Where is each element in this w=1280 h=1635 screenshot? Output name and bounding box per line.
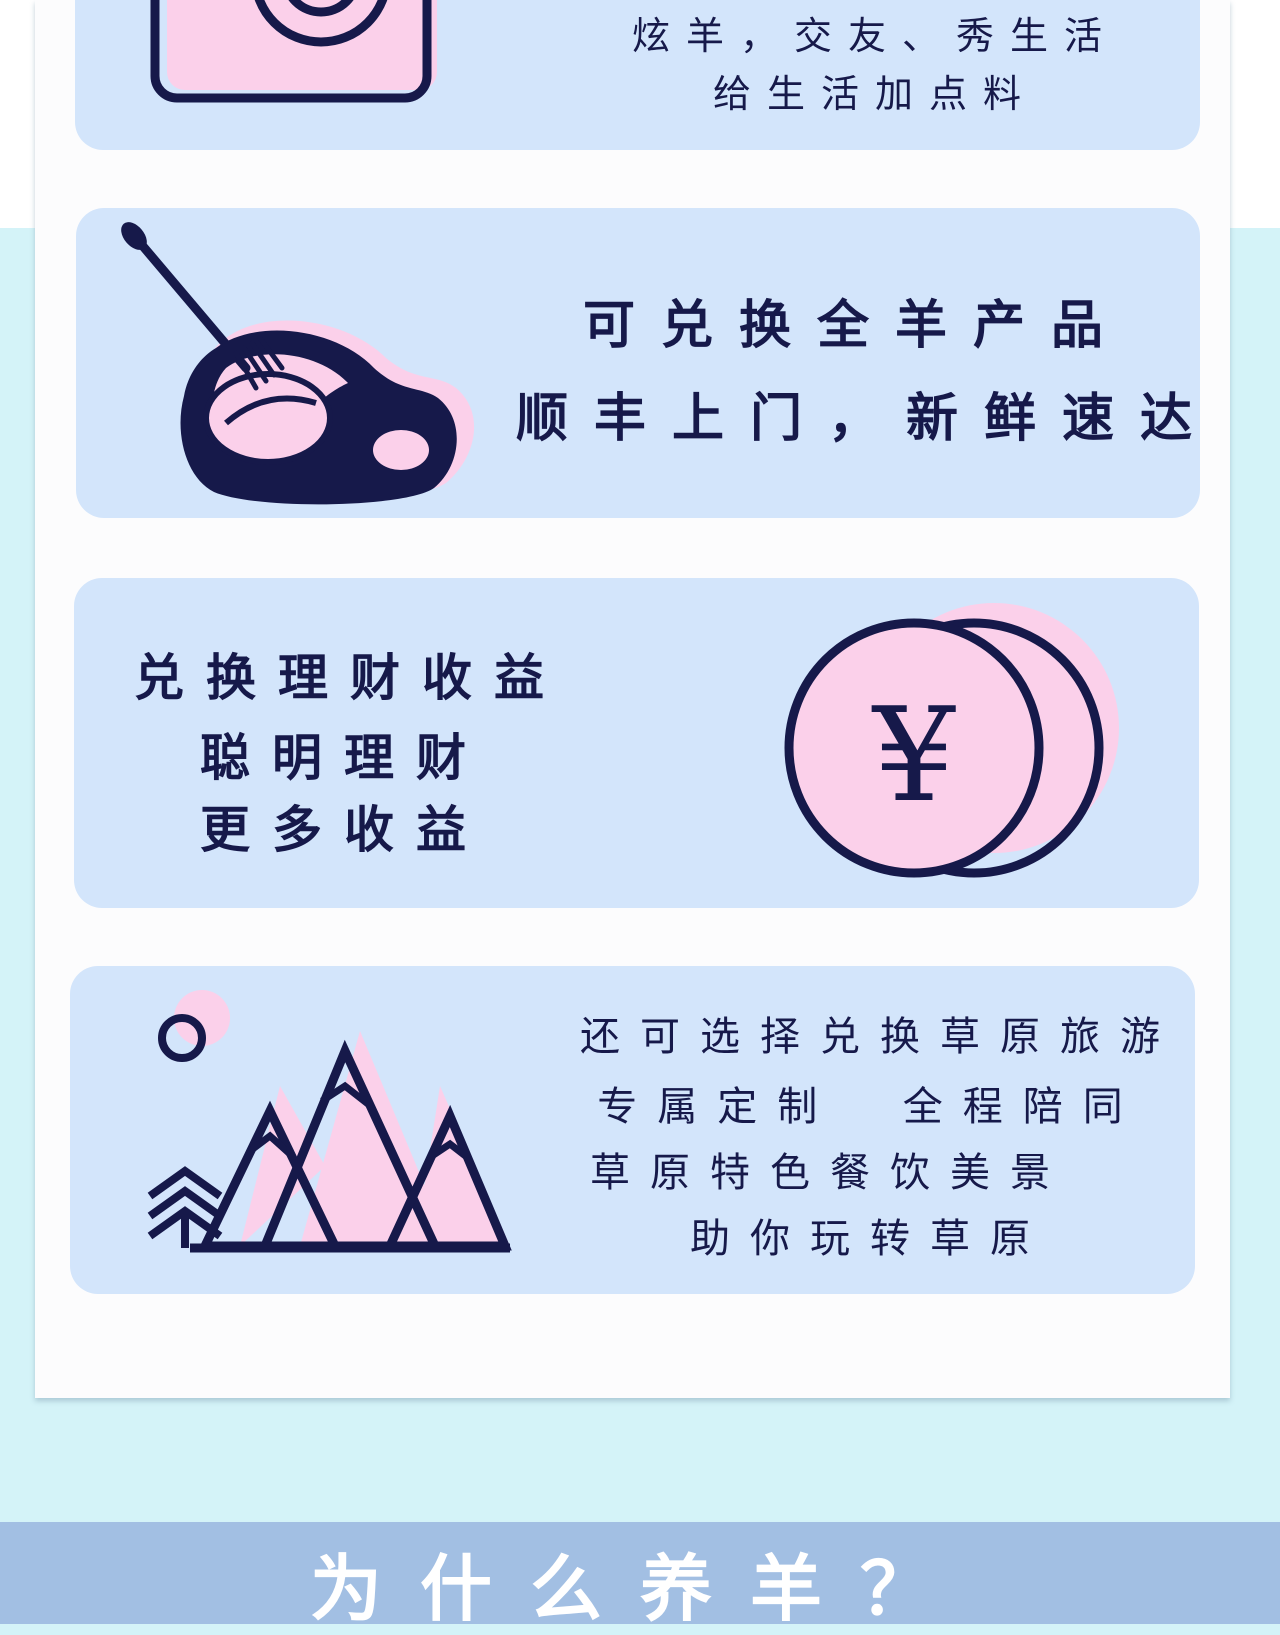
mountains-icon (147, 990, 512, 1253)
social-card: 炫羊，交友、秀生活 给生活加点料 (75, 0, 1200, 150)
travel-line-1: 还可选择兑换草原旅游 (580, 1014, 1180, 1060)
lamb-line-1: 可兑换全羊产品 (582, 296, 1129, 356)
camera-icon (150, 0, 437, 103)
lamb-product-card: 可兑换全羊产品 顺丰上门，新鲜速达 (76, 208, 1200, 518)
travel-line-4: 助你玩转草原 (690, 1216, 1050, 1262)
footer-bar: 为什么养羊？ (0, 1522, 1280, 1631)
social-line-2: 给生活加点料 (712, 72, 1037, 116)
finance-card: 兑换理财收益 聪明理财 更多收益 ¥ (74, 578, 1199, 908)
finance-line-2: 聪明理财 (200, 729, 488, 787)
yuan-coin-icon: ¥ (784, 603, 1119, 878)
social-line-1: 炫羊，交友、秀生活 (631, 14, 1118, 58)
finance-line-1: 兑换理财收益 (134, 649, 566, 707)
content-panel: 炫羊，交友、秀生活 给生活加点料 可兑换全羊产品 顺丰上门，新鲜速达 兑换理财收… (35, 0, 1230, 1398)
travel-line-3: 草原特色餐饮美景 (590, 1150, 1070, 1196)
yuan-symbol: ¥ (871, 679, 957, 831)
finance-line-3: 更多收益 (200, 801, 488, 859)
lamb-line-2: 顺丰上门，新鲜速达 (516, 389, 1219, 449)
travel-card: 还可选择兑换草原旅游 专属定制 全程陪同 草原特色餐饮美景 助你玩转草原 (70, 966, 1195, 1294)
section-title: 为什么养羊？ (309, 1547, 970, 1631)
travel-line-2: 专属定制 全程陪同 (597, 1084, 1143, 1130)
lamb-steak-fork-icon (121, 222, 475, 505)
